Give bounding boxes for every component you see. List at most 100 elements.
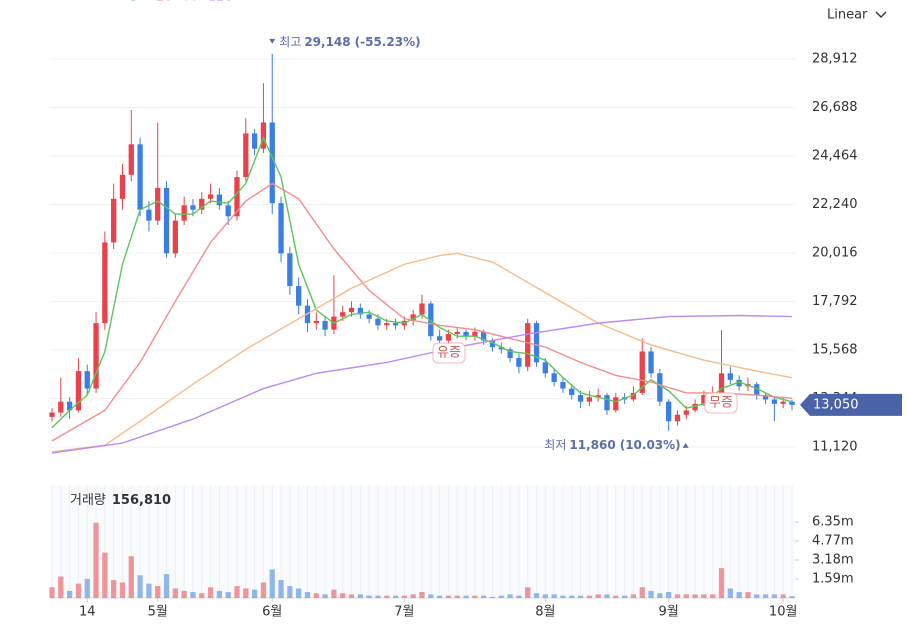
candle-body <box>137 144 143 210</box>
candle-body <box>348 307 355 313</box>
volume-bar <box>692 594 698 598</box>
volume-bar <box>66 590 73 598</box>
volume-bar <box>357 594 363 598</box>
volume-bar <box>727 588 733 598</box>
volume-bar <box>754 594 760 598</box>
volume-bar <box>595 594 601 598</box>
candle-body <box>269 122 275 204</box>
legend-entry: 60 <box>182 0 199 5</box>
volume-bar <box>296 588 302 598</box>
volume-bar <box>533 593 540 598</box>
volume-bar <box>630 594 637 598</box>
low-annotation: 최저 11,860 (10.03%) <box>544 437 680 451</box>
scale-toggle[interactable]: Linear <box>827 8 887 23</box>
volume-bar <box>639 587 645 598</box>
volume-bar <box>401 595 408 598</box>
candle-body <box>428 303 434 337</box>
volume-bar <box>683 594 689 598</box>
volume-bar <box>498 595 504 598</box>
candle-body <box>701 395 707 404</box>
volume-bar <box>155 586 161 598</box>
volume-bar <box>375 595 381 598</box>
candle-body <box>181 205 187 221</box>
volume-bar <box>745 592 751 598</box>
volume-tick-label: 6.35m <box>812 515 854 530</box>
volume-bar <box>84 578 90 598</box>
candle-body <box>445 334 452 341</box>
volume-bar <box>331 589 337 598</box>
candle-body <box>472 331 478 337</box>
candle-body <box>296 286 302 306</box>
candle-body <box>207 194 214 199</box>
candle-body <box>639 351 645 393</box>
candle-body <box>560 382 566 389</box>
volume-bar <box>225 592 231 598</box>
high-value: 29,148 <box>304 34 350 48</box>
high-prefix: 최고 <box>279 34 301 48</box>
volume-title-label: 거래량 <box>70 493 106 508</box>
y-tick-label: 15,568 <box>812 342 858 357</box>
moving-average <box>51 135 793 429</box>
y-tick-label: 22,240 <box>812 197 858 212</box>
candle-body <box>375 318 381 326</box>
low-prefix: 최저 <box>544 437 566 451</box>
volume-bar <box>463 595 469 598</box>
volume-bar <box>322 594 328 598</box>
volume-bar <box>428 594 434 598</box>
candle-body <box>278 203 284 254</box>
candle-body <box>762 395 769 400</box>
volume-bar <box>507 594 513 598</box>
dropdown-arrow[interactable] <box>875 11 887 18</box>
y-tick-label: 17,792 <box>812 294 858 309</box>
candle-body <box>630 392 637 400</box>
candle-body <box>66 401 73 411</box>
event-label: 무증 <box>709 396 733 411</box>
low-value: 11,860 <box>569 437 615 451</box>
moving-average <box>51 182 793 442</box>
volume-bar <box>190 592 196 598</box>
scale-button[interactable]: Linear <box>827 8 868 23</box>
y-tick-label: 20,016 <box>812 245 858 260</box>
candle-body <box>516 358 522 367</box>
event-label: 유증 <box>437 346 461 361</box>
candle-body <box>340 312 346 317</box>
moving-average <box>51 314 793 454</box>
volume-bar <box>569 595 575 598</box>
y-tick-label: 11,120 <box>812 439 858 454</box>
high-arrow <box>269 38 276 44</box>
candle-body <box>75 371 82 411</box>
candle-body <box>313 320 319 324</box>
candle-body <box>533 323 540 363</box>
volume-bar <box>613 595 619 598</box>
volume-bar <box>560 595 566 598</box>
candle-body <box>727 373 733 380</box>
volume-bar <box>472 595 478 598</box>
volume-tick-label: 4.77m <box>812 534 854 549</box>
volume-tick-label: 1.59m <box>812 572 854 587</box>
x-tick-label: 8월 <box>535 605 555 620</box>
candle-body <box>163 187 170 254</box>
volume-bar <box>93 522 99 598</box>
volume-bar <box>771 594 778 598</box>
candle-body <box>436 336 443 341</box>
x-tick-label: 10월 <box>769 605 798 620</box>
candle-body <box>542 362 548 374</box>
candle-body <box>260 122 267 149</box>
candle-body <box>419 303 425 315</box>
candle-body <box>657 373 663 402</box>
volume-bar <box>287 586 293 598</box>
candle-body <box>225 205 231 217</box>
x-tick-label: 9월 <box>659 605 679 620</box>
volume-bar <box>542 594 548 598</box>
volume-title: 거래량 156,810 <box>70 493 171 508</box>
legend-entry: 5 <box>130 0 138 5</box>
candle-body <box>481 331 487 341</box>
candle-body <box>586 397 593 402</box>
volume-bar <box>137 575 143 598</box>
volume-bar <box>489 596 496 598</box>
candle-body <box>410 314 416 321</box>
candle-body <box>666 401 672 422</box>
volume-bar <box>674 594 681 598</box>
legend-entry: 120 <box>208 0 233 5</box>
